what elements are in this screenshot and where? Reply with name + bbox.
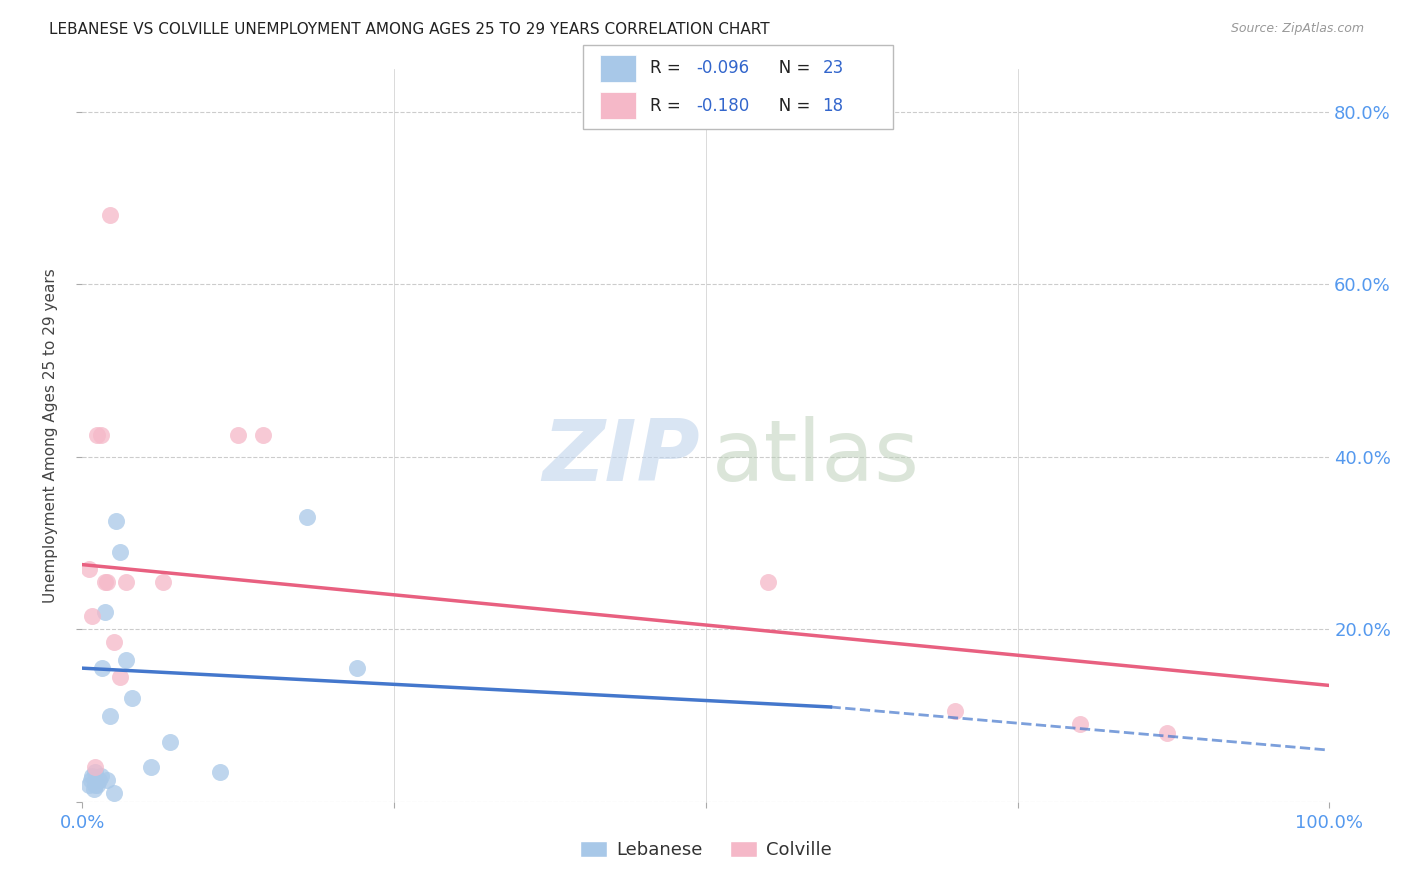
Point [86, 428, 108, 442]
Point [83, 764, 105, 779]
Point [83, 760, 105, 774]
Point [121, 691, 143, 706]
Text: -0.096: -0.096 [696, 60, 749, 78]
Point [98, 208, 121, 222]
Point [105, 515, 128, 529]
Point [96, 574, 118, 589]
Text: 18: 18 [823, 96, 844, 114]
Point [208, 764, 231, 779]
Point [83, 778, 105, 792]
Point [77, 778, 100, 792]
Point [91, 661, 114, 675]
Text: N =: N = [763, 96, 815, 114]
Point [103, 786, 125, 800]
Point [80, 773, 103, 788]
Point [96, 773, 118, 788]
Text: LEBANESE VS COLVILLE UNEMPLOYMENT AMONG AGES 25 TO 29 YEARS CORRELATION CHART: LEBANESE VS COLVILLE UNEMPLOYMENT AMONG … [49, 22, 770, 37]
Point [90, 428, 112, 442]
Text: Source: ZipAtlas.com: Source: ZipAtlas.com [1230, 22, 1364, 36]
Point [139, 760, 162, 774]
Text: -0.180: -0.180 [696, 96, 749, 114]
Point [108, 544, 131, 558]
Text: R =: R = [650, 96, 686, 114]
Point [115, 652, 138, 666]
Point [108, 670, 131, 684]
Point [98, 708, 121, 723]
Legend: Lebanese, Colville: Lebanese, Colville [572, 833, 839, 866]
Point [252, 428, 274, 442]
Point [346, 661, 368, 675]
Point [77, 562, 100, 576]
Point [115, 574, 138, 589]
Text: N =: N = [763, 60, 815, 78]
Point [86, 778, 108, 792]
Point [90, 769, 112, 783]
Y-axis label: Unemployment Among Ages 25 to 29 years: Unemployment Among Ages 25 to 29 years [44, 268, 58, 603]
Text: atlas: atlas [711, 416, 920, 499]
Point [1069, 717, 1091, 731]
Point [295, 510, 318, 524]
Text: 23: 23 [823, 60, 844, 78]
Point [103, 635, 125, 649]
Point [82, 769, 104, 783]
Point [87, 773, 110, 788]
Point [943, 704, 966, 718]
Point [1156, 726, 1178, 740]
Point [159, 734, 181, 748]
Text: R =: R = [650, 60, 686, 78]
Point [226, 428, 249, 442]
Point [756, 574, 779, 589]
Point [82, 609, 104, 624]
Point [94, 574, 117, 589]
Point [83, 781, 105, 796]
Point [152, 574, 174, 589]
Point [94, 605, 117, 619]
Text: ZIP: ZIP [541, 416, 700, 499]
